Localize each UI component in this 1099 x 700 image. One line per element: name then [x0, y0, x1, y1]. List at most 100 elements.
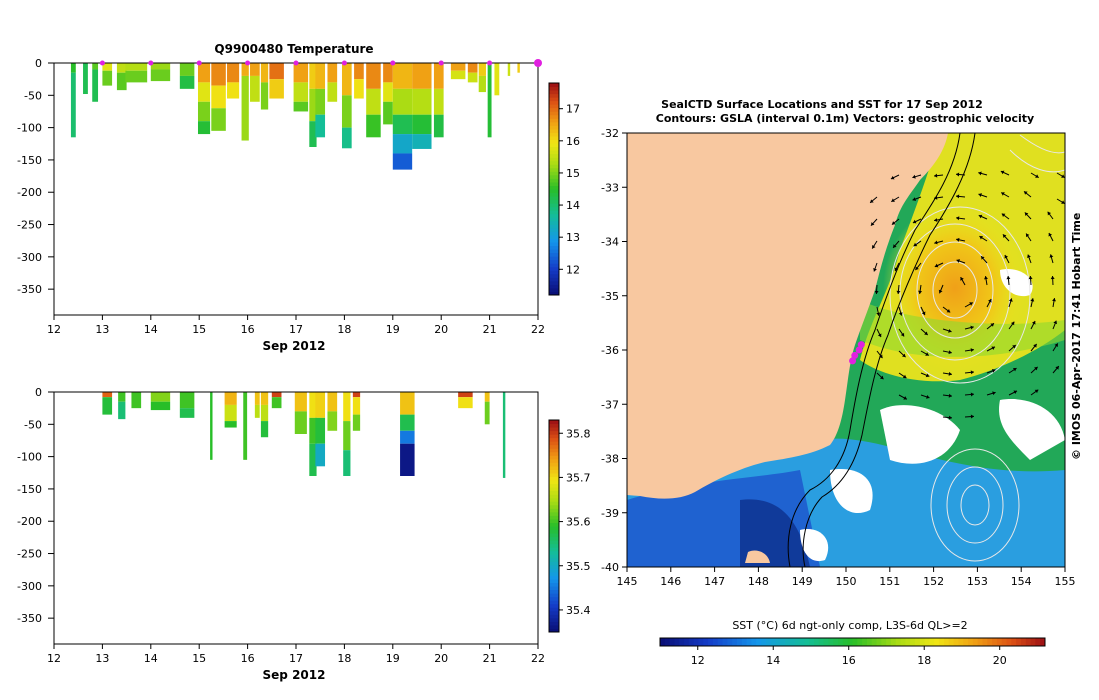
arrow-head: [981, 256, 985, 260]
profile-band: [254, 392, 260, 405]
colorbar-segment: [549, 107, 559, 112]
y-tick-label: -250: [17, 548, 42, 561]
sst-colorbar-segment: [703, 638, 709, 646]
colorbar-segment: [549, 547, 559, 552]
profile-band: [150, 392, 171, 402]
profile-band: [327, 411, 338, 431]
salinity-profiles: [102, 392, 506, 478]
arrow-head: [1013, 390, 1018, 395]
colorbar-tick-label: 35.6: [566, 516, 591, 529]
map-field: [627, 133, 1065, 567]
sst-colorbar-segment: [992, 638, 998, 646]
velocity-arrow: [986, 298, 992, 308]
x-tick-label: 21: [483, 652, 497, 665]
velocity-arrow: [978, 214, 988, 220]
profile-band: [327, 63, 338, 83]
profile-6: [224, 392, 237, 428]
arrow-head: [1055, 366, 1059, 370]
sst-colorbar-segment: [809, 638, 815, 646]
profile-band: [327, 392, 338, 412]
sst-colorbar-segment: [761, 638, 767, 646]
velocity-arrow: [942, 306, 951, 313]
profile-24: [412, 63, 432, 149]
profile-band: [70, 63, 76, 73]
profile-band: [254, 404, 260, 418]
arrow-head: [918, 290, 923, 294]
colorbar-segment: [549, 617, 559, 622]
profile-band: [352, 397, 361, 415]
profile-band: [118, 392, 126, 402]
arrow-head: [956, 237, 960, 242]
colorbar-segment: [549, 270, 559, 275]
profile-band: [179, 408, 195, 418]
profile-22: [383, 63, 393, 125]
profile-band: [250, 75, 260, 102]
profile-band: [116, 63, 127, 73]
colorbar-segment: [549, 125, 559, 130]
sst-colorbar-segment: [968, 638, 974, 646]
colorbar-segment: [549, 178, 559, 183]
arrow-head: [1026, 233, 1030, 238]
profile-17: [400, 392, 415, 476]
arrow-head: [934, 218, 938, 223]
sst-colorbar-segment: [828, 638, 834, 646]
profile-band: [315, 443, 326, 467]
sst-colorbar-segment: [708, 638, 714, 646]
sst-colorbar-segment: [712, 638, 719, 646]
profile-band: [243, 392, 248, 460]
velocity-arrow: [956, 259, 966, 264]
arrow-head: [1012, 368, 1017, 372]
arrow-head: [1027, 254, 1031, 259]
arrow-head: [1035, 174, 1039, 178]
arrow-head: [948, 371, 952, 376]
sst-colorbar-segment: [833, 638, 839, 646]
arrow-head: [912, 174, 916, 179]
velocity-arrow: [1006, 275, 1011, 286]
colorbar-segment: [549, 550, 559, 555]
map-y-tick-label: -32: [601, 127, 619, 140]
x-tick-label: 15: [192, 652, 206, 665]
sst-colorbar-segment: [1020, 638, 1027, 646]
salinity-x-axis: 12 13 14 15 16 17 18 19 20 21 22: [47, 644, 545, 665]
temperature-colorbar: 12 13 14 15 16 17: [548, 82, 580, 296]
sst-colorbar-segment: [881, 638, 887, 646]
colorbar-segment: [549, 529, 559, 534]
sst-colorbar-segment: [838, 638, 844, 646]
profile-20: [502, 392, 506, 478]
colorbar-segment: [549, 420, 559, 425]
colorbar-segment: [549, 455, 559, 460]
profile-band: [341, 63, 352, 96]
arrow-head: [1008, 298, 1013, 302]
colorbar-segment: [549, 568, 559, 573]
seal-location: [851, 351, 859, 359]
velocity-arrow: [979, 235, 988, 242]
colorbar-segment: [549, 287, 559, 292]
arrow-head: [924, 331, 928, 335]
arrow-head: [934, 173, 938, 178]
arrow-head: [872, 245, 876, 249]
coldest-water-region: [740, 499, 810, 567]
sst-colorbar-segment: [891, 638, 897, 646]
velocity-arrow: [912, 218, 922, 224]
map-y-tick-label: -35: [601, 290, 619, 303]
salinity-x-label: Sep 2012: [263, 668, 326, 682]
velocity-arrow: [942, 371, 952, 376]
profile-19: [341, 63, 352, 149]
colorbar-segment: [549, 83, 559, 88]
y-tick-label: -50: [24, 418, 42, 431]
colorbar-segment: [549, 596, 559, 601]
colorbar-segment: [549, 526, 559, 531]
profile-9: [211, 63, 226, 131]
colorbar-tick-label: 35.4: [566, 604, 591, 617]
colorbar-segment: [549, 277, 559, 282]
profile-band: [260, 404, 269, 422]
velocity-arrow: [938, 284, 944, 294]
colorbar-segment: [549, 554, 559, 559]
seal-locations: [849, 341, 865, 365]
colorbar-segment: [549, 518, 559, 523]
colorbar-tick-label: 17: [566, 103, 580, 116]
colorbar-segment: [549, 143, 559, 148]
cloud-gap: [830, 469, 873, 514]
profile-15: [293, 63, 309, 112]
profile-band: [260, 63, 269, 83]
